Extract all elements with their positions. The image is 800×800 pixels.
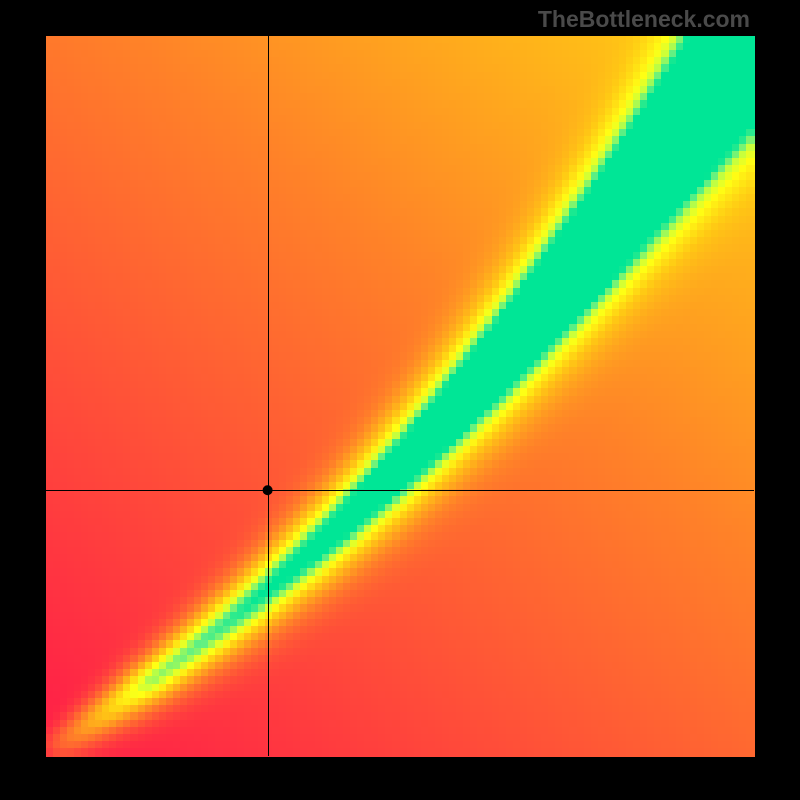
watermark-text: TheBottleneck.com [538,6,750,33]
heatmap-canvas [0,0,800,800]
chart-container: TheBottleneck.com [0,0,800,800]
